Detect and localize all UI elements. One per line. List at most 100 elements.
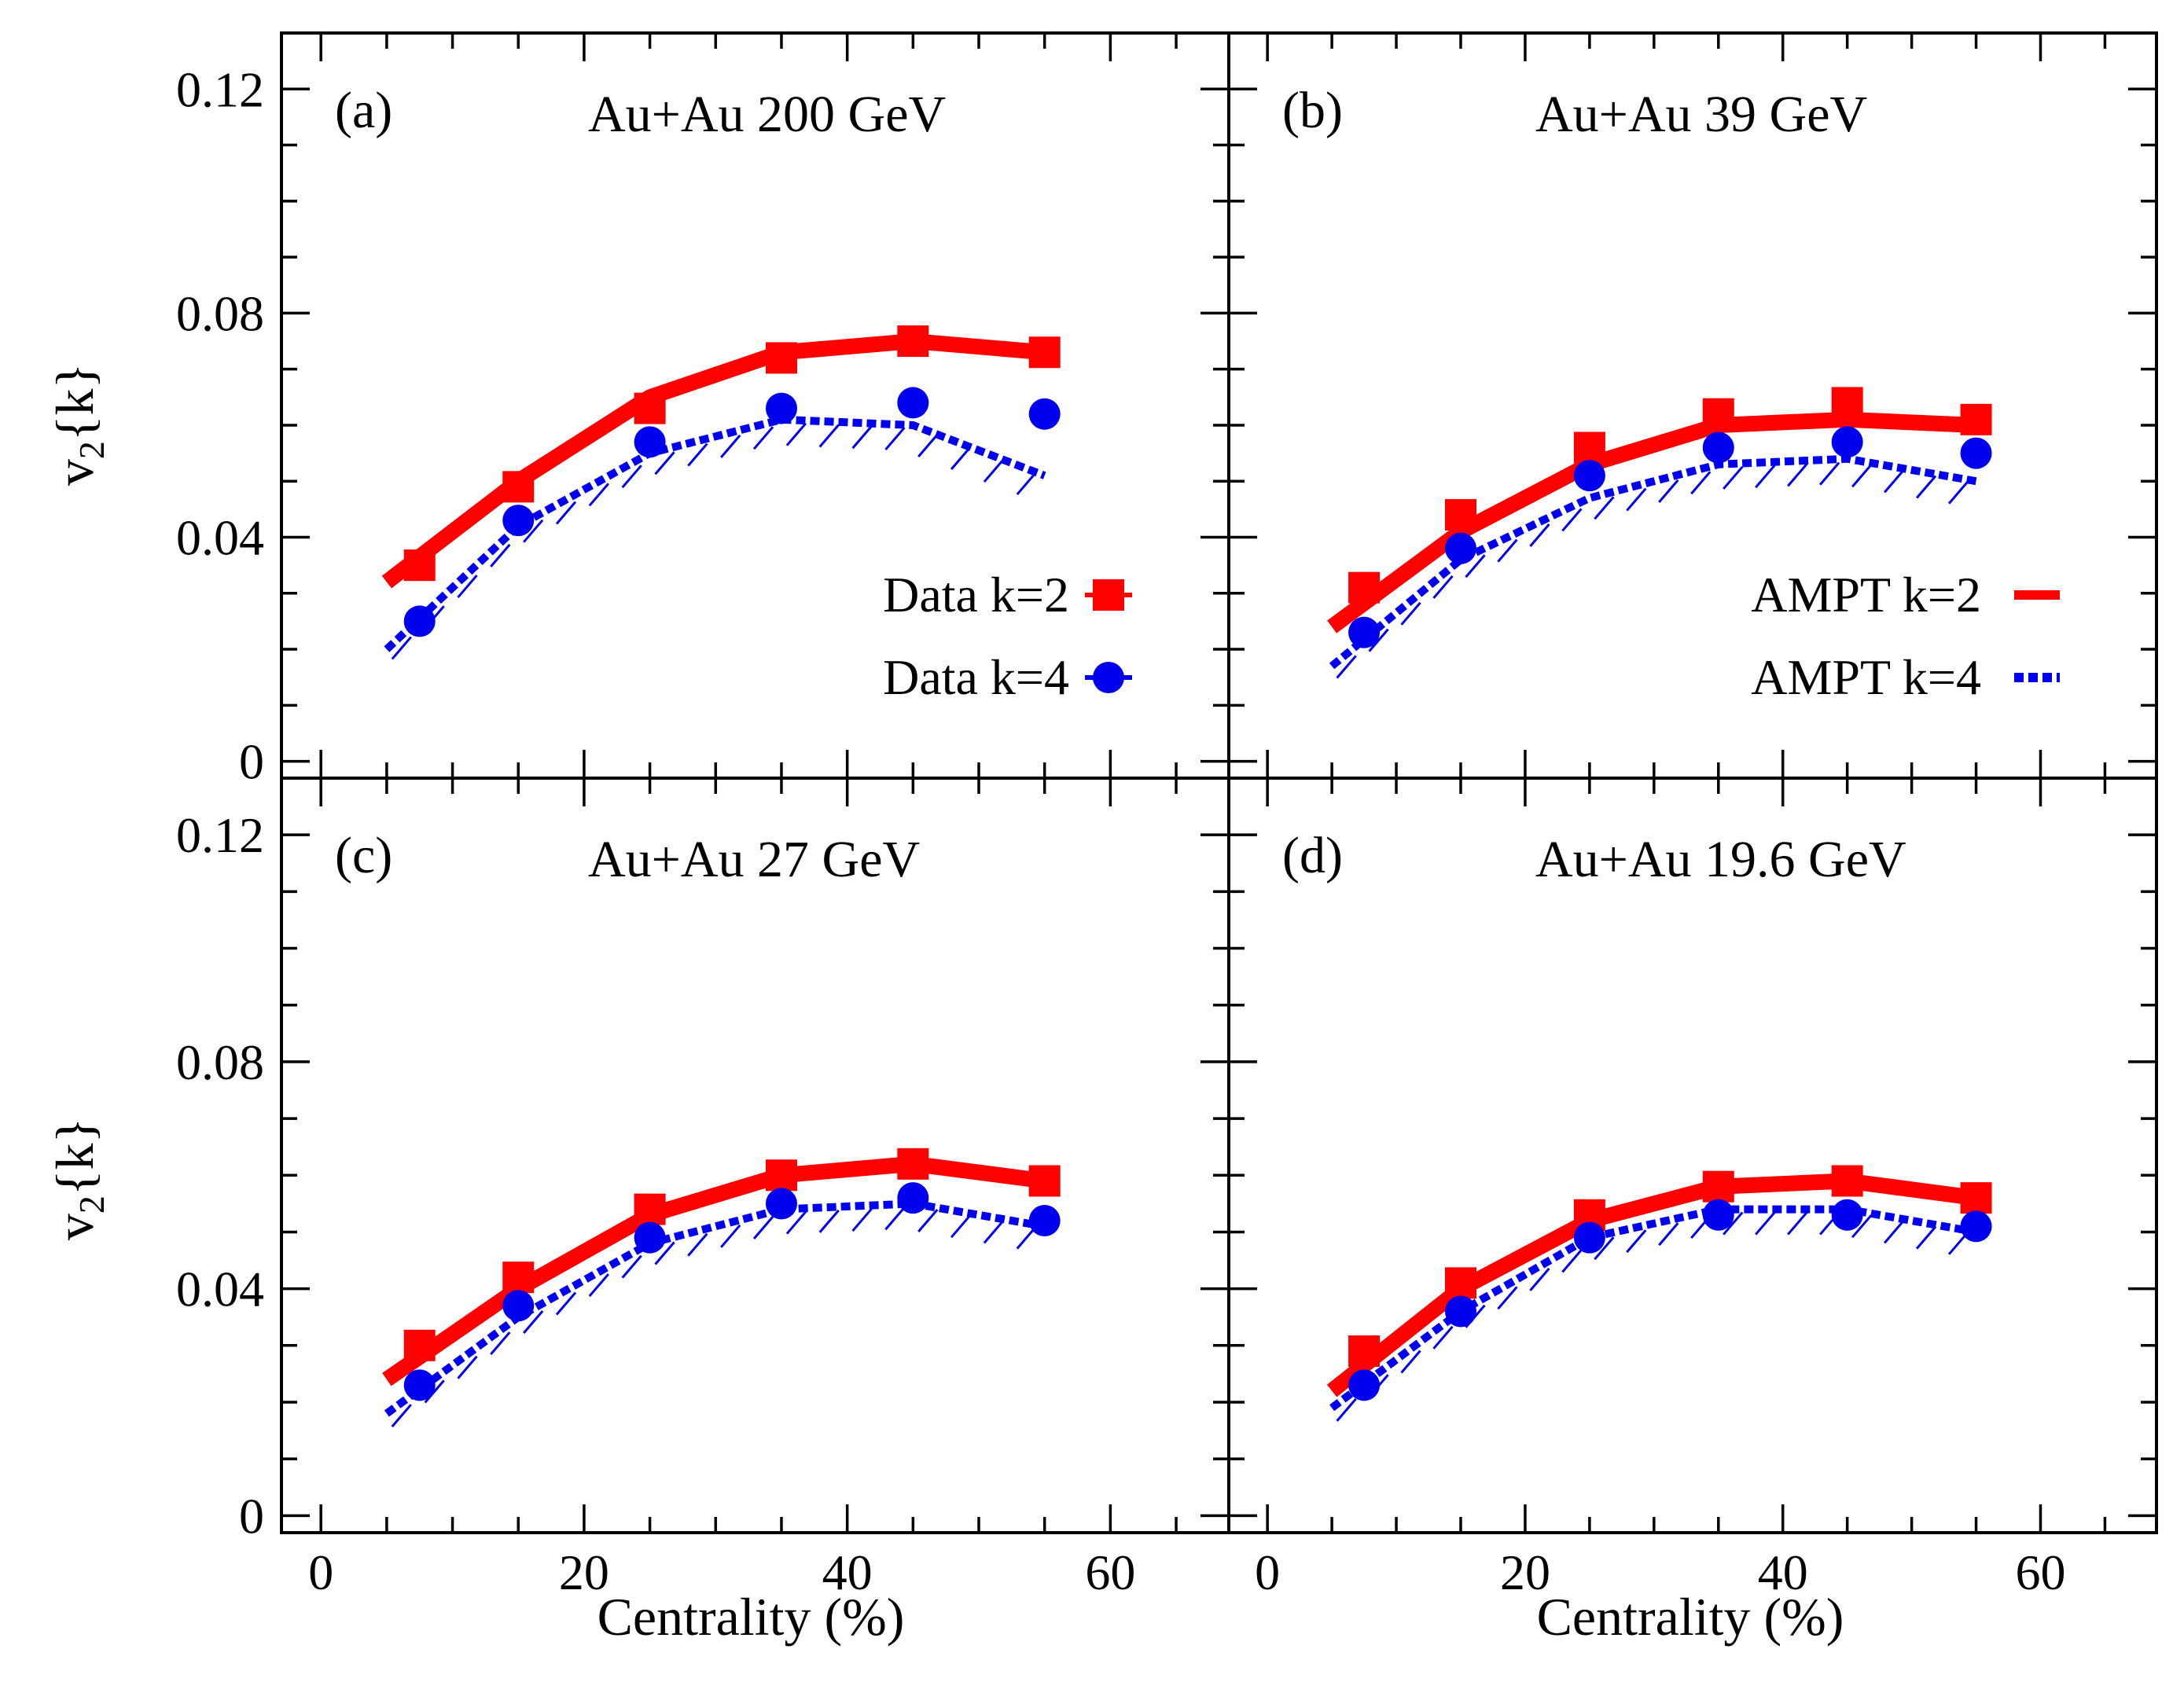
hatch-mark [588, 1273, 609, 1298]
data-k2-point [765, 1159, 797, 1192]
hatch-mark [1883, 1220, 1905, 1244]
data-k4-point [1445, 532, 1476, 564]
y-tick-label: 0 [239, 734, 264, 790]
hatch-mark [1497, 538, 1518, 563]
ampt-k4-line [1329, 1205, 1977, 1412]
data-k4-point [897, 387, 929, 419]
ampt-k2-line [1327, 411, 1976, 634]
data-k2-point [897, 325, 929, 358]
x-tick-label: 40 [822, 1544, 873, 1600]
hatch-mark [1723, 1211, 1744, 1236]
hatch-mark [555, 501, 577, 525]
hatch-mark [490, 543, 511, 567]
legend-data-k4-marker [1085, 662, 1132, 693]
data-k4-point [403, 1369, 436, 1401]
hatch-mark [457, 575, 478, 599]
data-k2-point [1831, 387, 1863, 419]
hatch-mark [785, 422, 807, 446]
hatch-mark [687, 443, 708, 467]
hatch-mark [1851, 464, 1873, 488]
data-k4-point [765, 1188, 797, 1220]
data-k2-point [1028, 336, 1061, 369]
data-k2-point [403, 549, 436, 582]
hatch-mark [523, 1310, 544, 1334]
ampt-k4-line [384, 415, 1046, 652]
hatch-mark [917, 433, 939, 457]
hatch-mark [1915, 1225, 1937, 1250]
panel-frame [280, 31, 1230, 780]
x-tick-label: 60 [2016, 1544, 2066, 1600]
data-k2-point [502, 1262, 535, 1294]
data-k2-point [634, 392, 666, 424]
hatch-mark [1529, 523, 1550, 547]
hatch-mark [1626, 487, 1647, 512]
y-axis-title-bottom-suffix: {k} [45, 1118, 105, 1195]
legend-ampt: AMPT k=2 AMPT k=4 [1751, 567, 2060, 705]
data-k4-point [1960, 1210, 1992, 1243]
data-k2-point [1348, 1335, 1381, 1368]
hatch-mark [1787, 1211, 1808, 1236]
hatch-mark [687, 1232, 708, 1257]
ampt-k4-line [1329, 454, 1977, 670]
data-k2-point [502, 471, 535, 503]
hatch-mark [983, 459, 1005, 483]
y-axis-title-bottom-main: v [45, 1214, 105, 1240]
hatch-mark [457, 1355, 478, 1379]
hatch-mark [818, 424, 840, 448]
data-k4-point [1348, 616, 1381, 648]
hatch-mark [720, 434, 741, 458]
hatch-mark [490, 1331, 511, 1356]
hatch-mark [391, 636, 412, 660]
panel-b: (b) Au+Au 39 GeV [1227, 31, 2158, 780]
ticks [281, 33, 1229, 778]
ampt-k4-band [391, 1206, 1037, 1428]
ampt-k2-line [1326, 1173, 1977, 1397]
y-axis-title-top-main: v [45, 459, 105, 486]
panel-label: (a) [335, 82, 392, 139]
hatch-mark [785, 1210, 807, 1235]
hatch-mark [884, 427, 906, 451]
legend-data-k2-label: Data k=2 [883, 567, 1069, 622]
ticks [281, 778, 1229, 1533]
hatch-mark [1336, 1397, 1357, 1422]
x-axis-title-right: Centrality (%) [1537, 1587, 1844, 1647]
data-k2-point [1445, 498, 1476, 531]
y-axis-title-bottom-sub: 2 [72, 1195, 112, 1214]
legend-ampt-k4-label: AMPT k=4 [1751, 649, 1981, 705]
panel-title: Au+Au 27 GeV [588, 831, 920, 888]
panel-label: (b) [1282, 82, 1343, 139]
data-k2-point [765, 342, 797, 374]
data-k2-point [897, 1148, 929, 1180]
ticks [1229, 33, 2156, 778]
ticks [1229, 778, 2156, 1533]
hatch-mark [588, 483, 609, 507]
hatch-mark [1755, 465, 1776, 489]
data-k2-point [1702, 398, 1734, 430]
x-tick-label: 60 [1085, 1544, 1135, 1600]
data-k4-point [502, 505, 535, 537]
hatch-mark [1400, 1350, 1421, 1374]
hatch-mark [884, 1206, 906, 1231]
data-k4-point [1960, 437, 1992, 469]
ampt-k2-line [381, 333, 1046, 589]
hatch-mark [851, 425, 873, 450]
y-tick-label: 0.08 [176, 1034, 264, 1090]
hatch-mark [1626, 1229, 1647, 1254]
y-tick-label: 0.04 [176, 1262, 264, 1317]
panel-d: 0 20 40 60 (d) Au+Au 19.6 GeV [1227, 777, 2158, 1600]
hatch-mark [555, 1291, 577, 1316]
panel-c: 0 0.04 0.08 0.12 0 20 40 60 (c) Au+Au 27 GeV [176, 777, 1230, 1600]
data-k4-point [502, 1290, 535, 1322]
hatch-mark [1723, 465, 1744, 490]
panel-frame [1227, 777, 2158, 1534]
hatch-mark [1432, 575, 1454, 599]
hatch-mark [621, 465, 642, 489]
hatch-mark [1432, 1325, 1454, 1350]
hatch-mark [1594, 496, 1615, 520]
data-k2-point [1348, 571, 1381, 604]
y-tick-label: 0 [239, 1488, 264, 1544]
panel-title: Au+Au 200 GeV [588, 86, 946, 143]
panel-title: Au+Au 19.6 GeV [1535, 831, 1906, 888]
panel-label: (c) [335, 827, 392, 884]
